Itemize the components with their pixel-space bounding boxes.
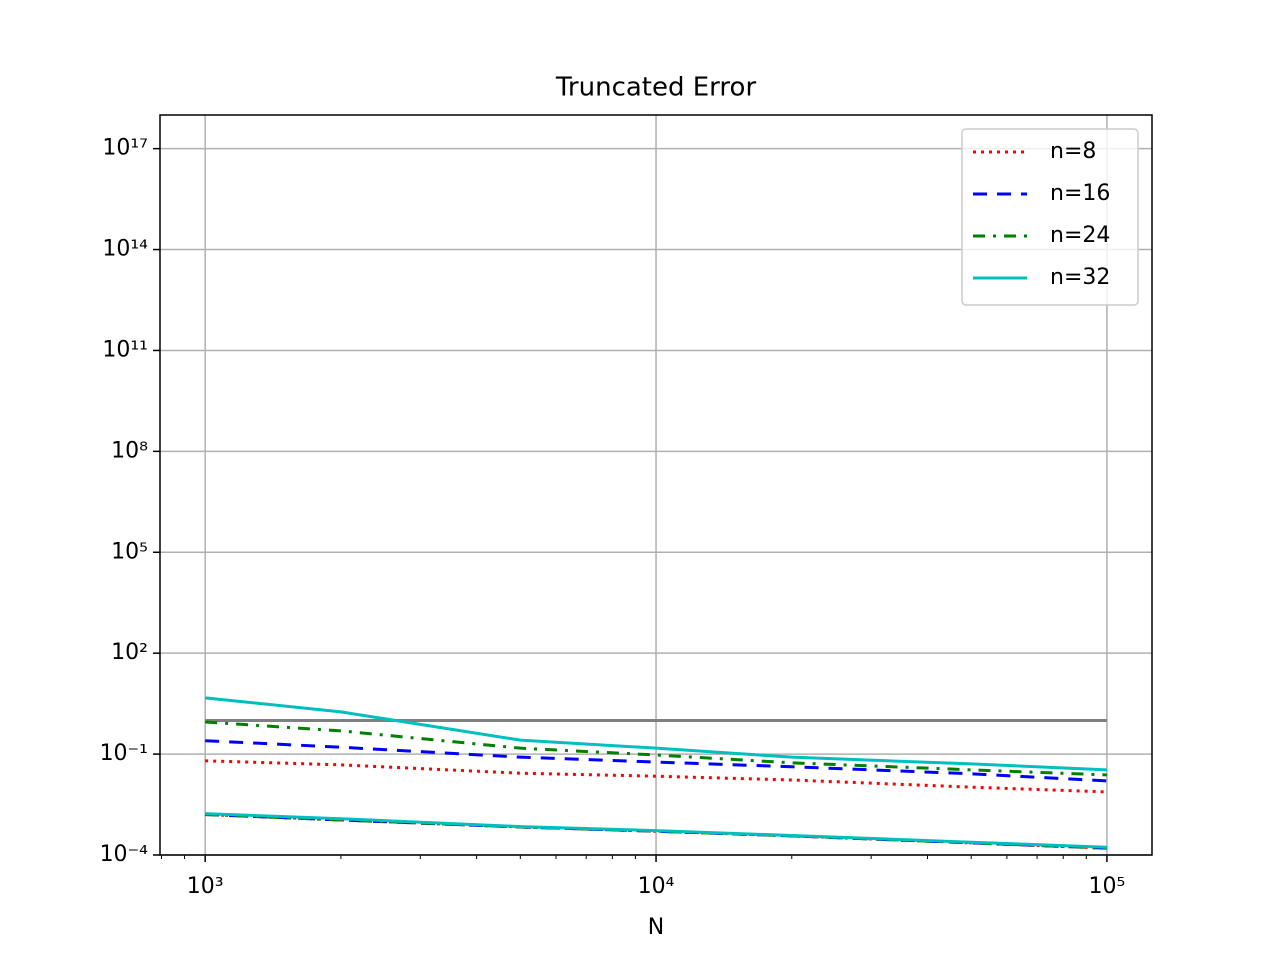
x-axis-label: N [648, 915, 664, 940]
series-lower-line [205, 812, 1107, 849]
x-tick-label: 10⁵ [1088, 874, 1125, 899]
x-tick-label: 10³ [187, 874, 224, 899]
y-tick-label: 10⁻¹ [100, 741, 148, 766]
legend-label: n=16 [1050, 181, 1110, 206]
chart-title: Truncated Error [555, 73, 757, 103]
legend-label: n=24 [1050, 223, 1110, 248]
legend-box [961, 128, 1139, 306]
y-tick-label: 10⁻⁴ [100, 842, 149, 867]
y-tick-label: 10¹¹ [102, 337, 148, 362]
y-tick-label: 10⁸ [111, 438, 148, 463]
y-tick-label: 10¹⁷ [102, 136, 148, 161]
x-tick-label: 10⁴ [638, 874, 675, 899]
y-tick-label: 10¹⁴ [102, 237, 148, 262]
y-tick-label: 10² [111, 640, 148, 665]
series-line [205, 696, 1107, 772]
y-tick-label: 10⁵ [111, 539, 148, 564]
legend-label: n=8 [1050, 139, 1096, 164]
plot-frame [159, 114, 1153, 856]
legend-label: n=32 [1050, 265, 1110, 290]
